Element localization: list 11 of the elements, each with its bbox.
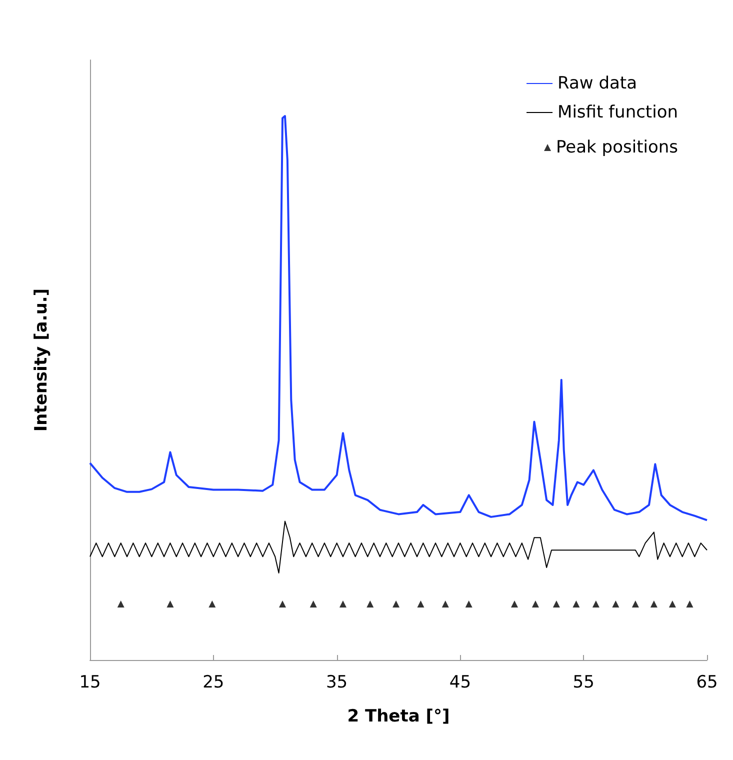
legend-label: Misfit function bbox=[558, 102, 678, 122]
x-tick-label: 45 bbox=[449, 672, 472, 692]
y-axis-title: Intensity [a.u.] bbox=[32, 288, 52, 432]
x-tick-label: 35 bbox=[326, 672, 348, 692]
x-axis-title: 2 Theta [°] bbox=[347, 706, 450, 726]
x-tick-label: 25 bbox=[202, 672, 224, 692]
legend-label: Raw data bbox=[558, 74, 637, 94]
x-tick-label: 15 bbox=[79, 672, 101, 692]
x-tick-label: 65 bbox=[696, 672, 718, 692]
x-tick-label: 55 bbox=[572, 672, 594, 692]
legend-label: Peak positions bbox=[556, 138, 678, 158]
